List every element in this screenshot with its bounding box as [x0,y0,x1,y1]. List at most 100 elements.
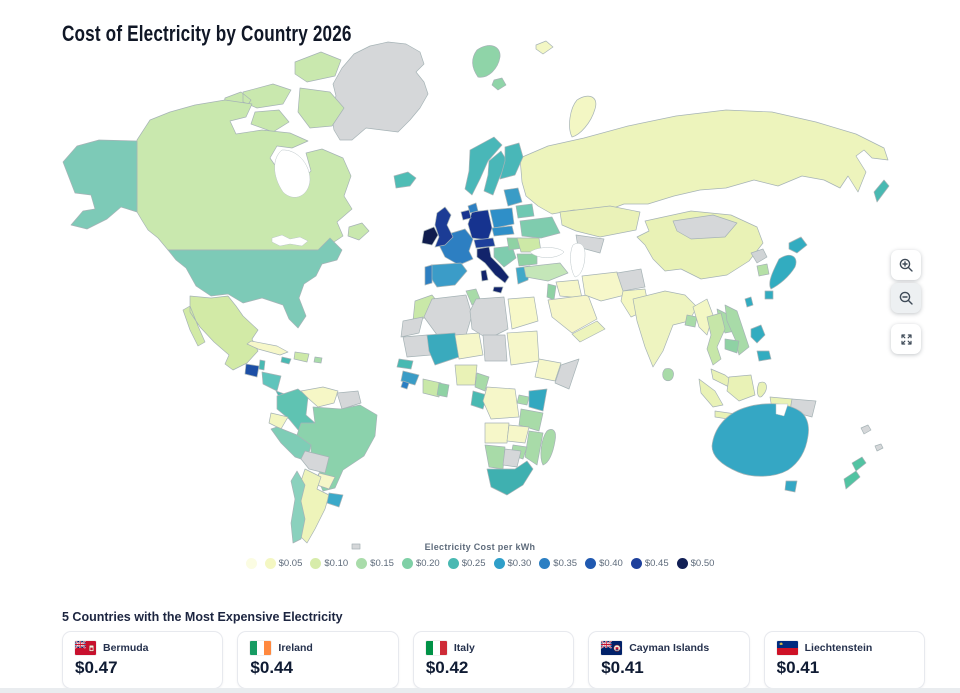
region-mali[interactable] [426,332,460,366]
region-canada-arctic[interactable] [222,51,345,133]
region-iraq-syria[interactable] [555,279,583,299]
region-namibia[interactable] [484,444,506,470]
region-serbia-bulgaria[interactable] [516,253,538,267]
region-new-zealand[interactable] [843,456,867,490]
region-north-korea[interactable] [750,248,768,264]
region-chile[interactable] [290,470,306,544]
region-nigeria[interactable] [454,364,478,386]
region-sri-lanka[interactable] [662,368,674,382]
region-cambodia[interactable] [724,338,740,354]
region-algeria[interactable] [423,294,473,340]
region-uganda[interactable] [516,394,530,406]
region-egypt[interactable] [507,296,539,330]
region-tanzania[interactable] [518,408,544,432]
region-finland[interactable] [499,142,524,180]
region-afghanistan[interactable] [616,268,646,292]
region-alaska[interactable] [62,139,138,230]
region-mongolia[interactable] [672,214,738,240]
region-bangladesh[interactable] [684,314,698,328]
region-taiwan[interactable] [744,296,754,308]
region-spain[interactable] [428,262,468,288]
region-niger[interactable] [454,332,484,360]
region-svalbard[interactable] [472,45,507,91]
region-western-sahara[interactable] [400,316,424,338]
fullscreen-button[interactable] [891,324,921,354]
region-novaya-zemlya[interactable] [569,95,597,138]
region-zambia[interactable] [506,424,530,444]
region-libya[interactable] [469,296,509,340]
region-botswana[interactable] [502,448,522,468]
region-venezuela[interactable] [300,386,339,408]
region-kazakhstan[interactable] [559,205,641,238]
region-mauritania[interactable] [402,334,432,358]
region-guatemala[interactable] [244,363,260,378]
region-ireland[interactable] [421,226,439,246]
region-uruguay[interactable] [326,492,344,508]
region-india[interactable] [632,290,698,368]
region-ethiopia[interactable] [534,358,562,382]
region-italy[interactable] [476,246,510,294]
region-mozambique[interactable] [524,430,544,466]
region-philippines[interactable] [750,324,772,362]
region-senegal[interactable] [396,358,414,370]
region-belize[interactable] [258,359,266,371]
region-australia[interactable] [711,403,809,477]
region-angola[interactable] [484,422,510,444]
region-baltics[interactable] [503,187,523,207]
region-norway[interactable] [464,136,503,196]
region-czech-slovakia[interactable] [491,225,515,237]
region-brazil[interactable] [296,404,378,492]
region-thailand[interactable] [706,312,726,366]
region-falklands[interactable] [351,543,361,550]
region-benelux[interactable] [460,209,472,221]
region-poland[interactable] [489,207,515,229]
region-yemen-oman[interactable] [571,320,606,343]
region-germany[interactable] [467,209,493,241]
region-madagascar[interactable] [540,429,556,466]
region-cuba[interactable] [246,340,289,356]
region-denmark[interactable] [467,202,479,214]
region-saudi-arabia[interactable] [547,294,598,334]
region-drc[interactable] [482,386,520,420]
region-sweden[interactable] [483,150,508,196]
region-hispaniola[interactable] [293,351,310,363]
region-mexico[interactable] [182,295,259,371]
region-central-asia[interactable] [575,234,605,254]
region-pacific-islands[interactable] [860,424,884,452]
region-somalia[interactable] [554,358,580,390]
region-puerto-rico[interactable] [313,356,323,364]
region-greenland[interactable] [329,41,429,141]
region-south-korea[interactable] [756,263,770,277]
region-honduras-nicaragua[interactable] [261,371,282,392]
region-guyanas[interactable] [336,390,362,410]
region-portugal[interactable] [424,264,433,286]
region-switzerland-austria[interactable] [473,237,496,249]
region-belarus[interactable] [515,203,535,219]
region-chad[interactable] [482,334,508,362]
region-sakhalin[interactable] [873,179,890,203]
world-map[interactable] [0,0,960,550]
zoom-out-button[interactable] [891,283,921,313]
zoom-in-button[interactable] [891,250,921,280]
region-united-kingdom[interactable] [434,206,454,248]
region-usa[interactable] [167,237,343,329]
region-jamaica[interactable] [280,356,292,365]
region-sierra-leone[interactable] [400,380,410,390]
region-bolivia[interactable] [300,450,330,474]
region-ghana[interactable] [436,382,450,398]
region-iceland[interactable] [393,171,417,189]
region-newfoundland[interactable] [347,222,370,241]
region-kenya[interactable] [528,388,548,412]
region-vietnam[interactable] [724,304,750,356]
region-levant[interactable] [546,283,557,301]
region-ivory-coast[interactable] [422,378,442,398]
region-japan[interactable] [764,236,808,300]
region-south-africa[interactable] [486,460,534,496]
region-iran[interactable] [581,271,626,302]
region-sudan[interactable] [506,330,540,366]
region-ukraine[interactable] [519,216,561,239]
region-gabon-congo[interactable] [470,390,488,410]
region-franz-josef[interactable] [535,40,554,55]
region-cameroon[interactable] [474,372,490,392]
region-tasmania[interactable] [784,480,798,493]
